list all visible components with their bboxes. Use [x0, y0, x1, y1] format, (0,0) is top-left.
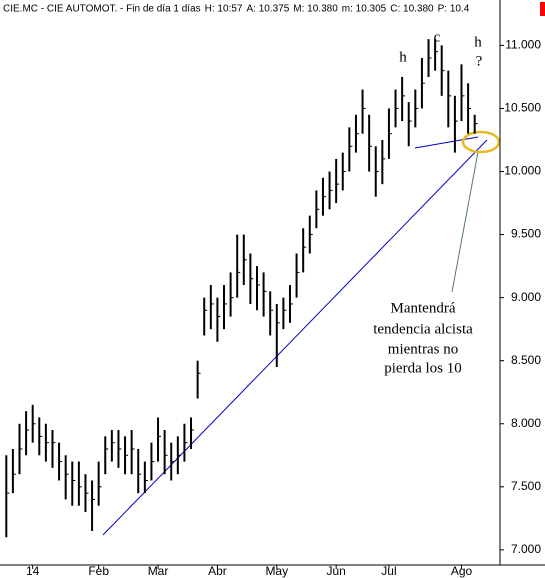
note-line: Mantendrá	[391, 300, 456, 316]
annotation: h	[474, 34, 482, 50]
y-tick-label: 8.000	[511, 416, 541, 430]
x-tick-label: Mar	[148, 564, 169, 578]
y-tick-label: 7.000	[511, 542, 541, 556]
header-text: C: 10.380	[390, 4, 434, 15]
header-text: A: 10.375	[246, 4, 289, 15]
header-text: H: 10:57	[205, 4, 243, 15]
annotation: h	[399, 49, 407, 65]
trend-line	[102, 139, 488, 536]
x-tick-label: Jul	[381, 564, 396, 578]
note-line: mientras no	[388, 341, 458, 357]
note-line: tendencia alcista	[373, 321, 473, 337]
y-tick-label: 11.000	[505, 38, 541, 52]
annotation: c	[434, 29, 441, 45]
neckline	[414, 136, 479, 149]
x-tick-label: Ago	[451, 564, 473, 578]
y-tick-label: 10.000	[504, 164, 541, 178]
header-text: m: 10.305	[342, 4, 387, 15]
y-tick-label: 10.500	[504, 101, 541, 115]
x-tick-label: 14	[26, 564, 40, 578]
header-text: M: 10.380	[293, 4, 338, 15]
note-line: pierda los 10	[384, 360, 461, 376]
annotation: ?	[476, 53, 483, 69]
x-tick-label: May	[265, 564, 288, 578]
x-tick-label: Abr	[208, 564, 227, 578]
x-tick-label: Jun	[326, 564, 345, 578]
header-text: P: 10.4	[438, 4, 470, 15]
highlight-circle	[461, 130, 501, 154]
header-end	[540, 2, 545, 16]
pointer-line	[451, 151, 479, 293]
header-text: CIE.MC - CIE AUTOMOT. - Fin de día 1 día…	[3, 4, 201, 15]
y-tick-label: 9.000	[511, 290, 541, 304]
x-tick-label: Feb	[88, 564, 109, 578]
y-tick-label: 7.500	[511, 479, 541, 493]
y-tick-label: 9.500	[511, 227, 541, 241]
y-tick-label: 8.500	[511, 353, 541, 367]
